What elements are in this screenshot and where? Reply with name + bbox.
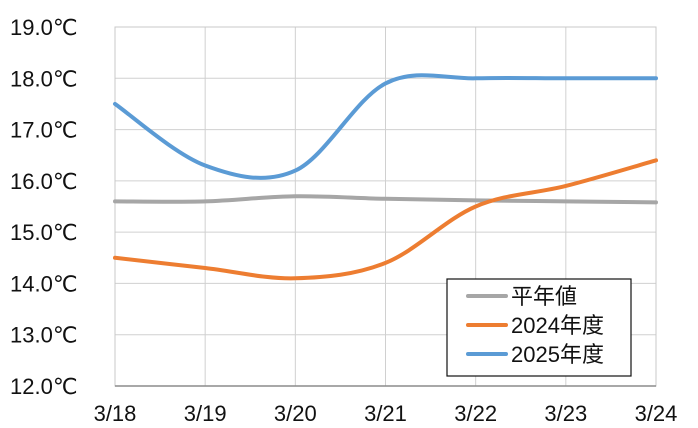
y-tick-label: 16.0℃ — [10, 169, 78, 194]
legend-label: 平年値 — [511, 284, 577, 309]
x-tick-label: 3/23 — [544, 401, 587, 426]
y-tick-label: 19.0℃ — [10, 15, 78, 40]
series-line — [113, 194, 658, 205]
legend-label: 2025年度 — [511, 342, 604, 367]
series-line — [113, 158, 658, 281]
x-tick-label: 3/19 — [184, 401, 227, 426]
x-tick-label: 3/18 — [94, 401, 137, 426]
x-tick-label: 3/22 — [454, 401, 497, 426]
y-tick-label: 17.0℃ — [10, 118, 78, 143]
axis-layer: 19.0℃ 18.0℃ 17.0℃ 16.0℃ 15.0℃ 14.0℃ 13.0℃ 12.0℃… — [10, 15, 677, 426]
y-tick-label: 13.0℃ — [10, 323, 78, 348]
y-tick-label: 14.0℃ — [10, 271, 78, 296]
y-tick-label: 15.0℃ — [10, 220, 78, 245]
y-tick-label: 12.0℃ — [10, 374, 78, 399]
y-tick-label: 18.0℃ — [10, 66, 78, 91]
x-tick-label: 3/21 — [364, 401, 407, 426]
series-line — [113, 73, 658, 180]
legend: 平年値 2024年度 2025年度 — [446, 278, 632, 377]
x-tick-label: 3/20 — [274, 401, 317, 426]
series-layer — [113, 73, 658, 281]
x-tick-label: 3/24 — [635, 401, 678, 426]
legend-label: 2024年度 — [511, 313, 604, 338]
